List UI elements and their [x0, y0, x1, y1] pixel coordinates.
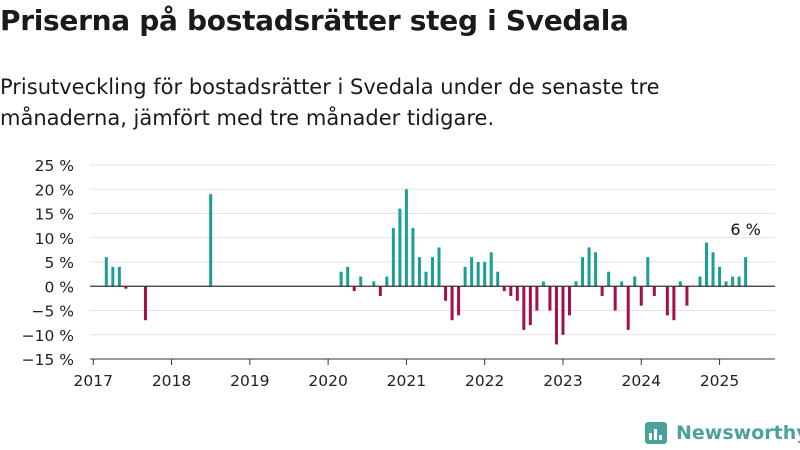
y-tick-label: 5 % [44, 254, 74, 272]
bar [639, 286, 643, 306]
bar [359, 276, 363, 287]
bar [352, 286, 356, 292]
bar [678, 281, 682, 287]
bar [718, 266, 722, 287]
bar [391, 228, 395, 287]
y-tick-label: 25 % [35, 157, 74, 175]
bar [483, 262, 487, 287]
y-axis-tick-labels: −15 % −10 % −5 % 0 % 5 % 10 % 15 % 20 % 25 % [22, 157, 74, 369]
bar [372, 281, 376, 287]
bar [398, 208, 402, 287]
bar [117, 266, 121, 287]
bar [744, 257, 748, 287]
bar [457, 286, 461, 316]
bar [613, 286, 617, 311]
bar [378, 286, 382, 296]
bar [607, 271, 611, 287]
bar [470, 257, 474, 287]
bar [626, 286, 630, 330]
bar [444, 286, 448, 301]
y-tick-label: −10 % [22, 327, 74, 345]
bar [104, 257, 108, 287]
x-tick-label: 2017 [74, 372, 113, 390]
bar-series [104, 189, 748, 345]
y-tick-label: 20 % [35, 181, 74, 199]
newsworthy-logo-icon [645, 422, 667, 444]
bar [652, 286, 656, 296]
x-tick-label: 2018 [152, 372, 191, 390]
last-value-annotation: 6 % [730, 220, 760, 239]
bar [450, 286, 454, 321]
bar [568, 286, 571, 316]
y-tick-label: 10 % [35, 230, 74, 248]
brand-name: Newsworthy [676, 422, 800, 444]
bar [417, 257, 421, 287]
bar [587, 247, 591, 287]
bar [724, 281, 728, 287]
bar [339, 271, 343, 287]
bar [404, 189, 408, 287]
y-tick-label: 15 % [35, 206, 74, 224]
x-tick-label: 2023 [543, 372, 582, 390]
bar [574, 281, 578, 287]
bar [411, 228, 415, 287]
x-tick-label: 2025 [700, 372, 739, 390]
bar [685, 286, 689, 306]
bar [431, 257, 434, 287]
x-tick-label: 2024 [622, 372, 661, 390]
bar [646, 257, 650, 287]
bar [124, 286, 128, 289]
bar [515, 286, 519, 301]
bar [561, 286, 565, 335]
bar [346, 266, 350, 287]
bar [554, 286, 558, 345]
bar [509, 286, 513, 296]
bar [522, 286, 526, 330]
bar [489, 252, 493, 287]
x-tick-label: 2022 [465, 372, 504, 390]
bar [496, 271, 500, 287]
bar [672, 286, 676, 321]
bar [502, 286, 506, 292]
bar [476, 262, 480, 287]
bar [633, 276, 637, 287]
bar [581, 257, 585, 287]
bar [737, 276, 741, 287]
bar [424, 271, 428, 287]
x-tick-label: 2019 [230, 372, 269, 390]
bar [209, 194, 213, 287]
chart-subtitle: Prisutveckling för bostadsrätter i Sveda… [0, 75, 660, 130]
bar [711, 252, 715, 287]
bar [385, 276, 389, 287]
bar [620, 281, 624, 287]
chart-title: Priserna på bostadsrätter steg i Svedala [0, 4, 629, 37]
bar [143, 286, 147, 321]
newsworthy-logo: Newsworthy [645, 420, 800, 446]
y-tick-label: −15 % [22, 351, 74, 369]
bar [698, 276, 702, 287]
bar [731, 276, 735, 287]
x-tick-label: 2021 [387, 372, 426, 390]
bar [541, 281, 545, 287]
x-axis-ticks: 2017 2018 2019 2020 2021 2022 2023 2024 2025 [74, 359, 739, 390]
bar [111, 266, 115, 287]
bar [548, 286, 552, 311]
bar [528, 286, 532, 326]
bar [665, 286, 669, 316]
bar [437, 247, 441, 287]
bar [463, 266, 467, 287]
x-tick-label: 2020 [308, 372, 347, 390]
bar [535, 286, 539, 311]
y-tick-label: −5 % [31, 303, 74, 321]
bar [705, 242, 708, 287]
y-tick-label: 0 % [44, 278, 74, 296]
bar [600, 286, 604, 296]
bar [594, 252, 598, 287]
